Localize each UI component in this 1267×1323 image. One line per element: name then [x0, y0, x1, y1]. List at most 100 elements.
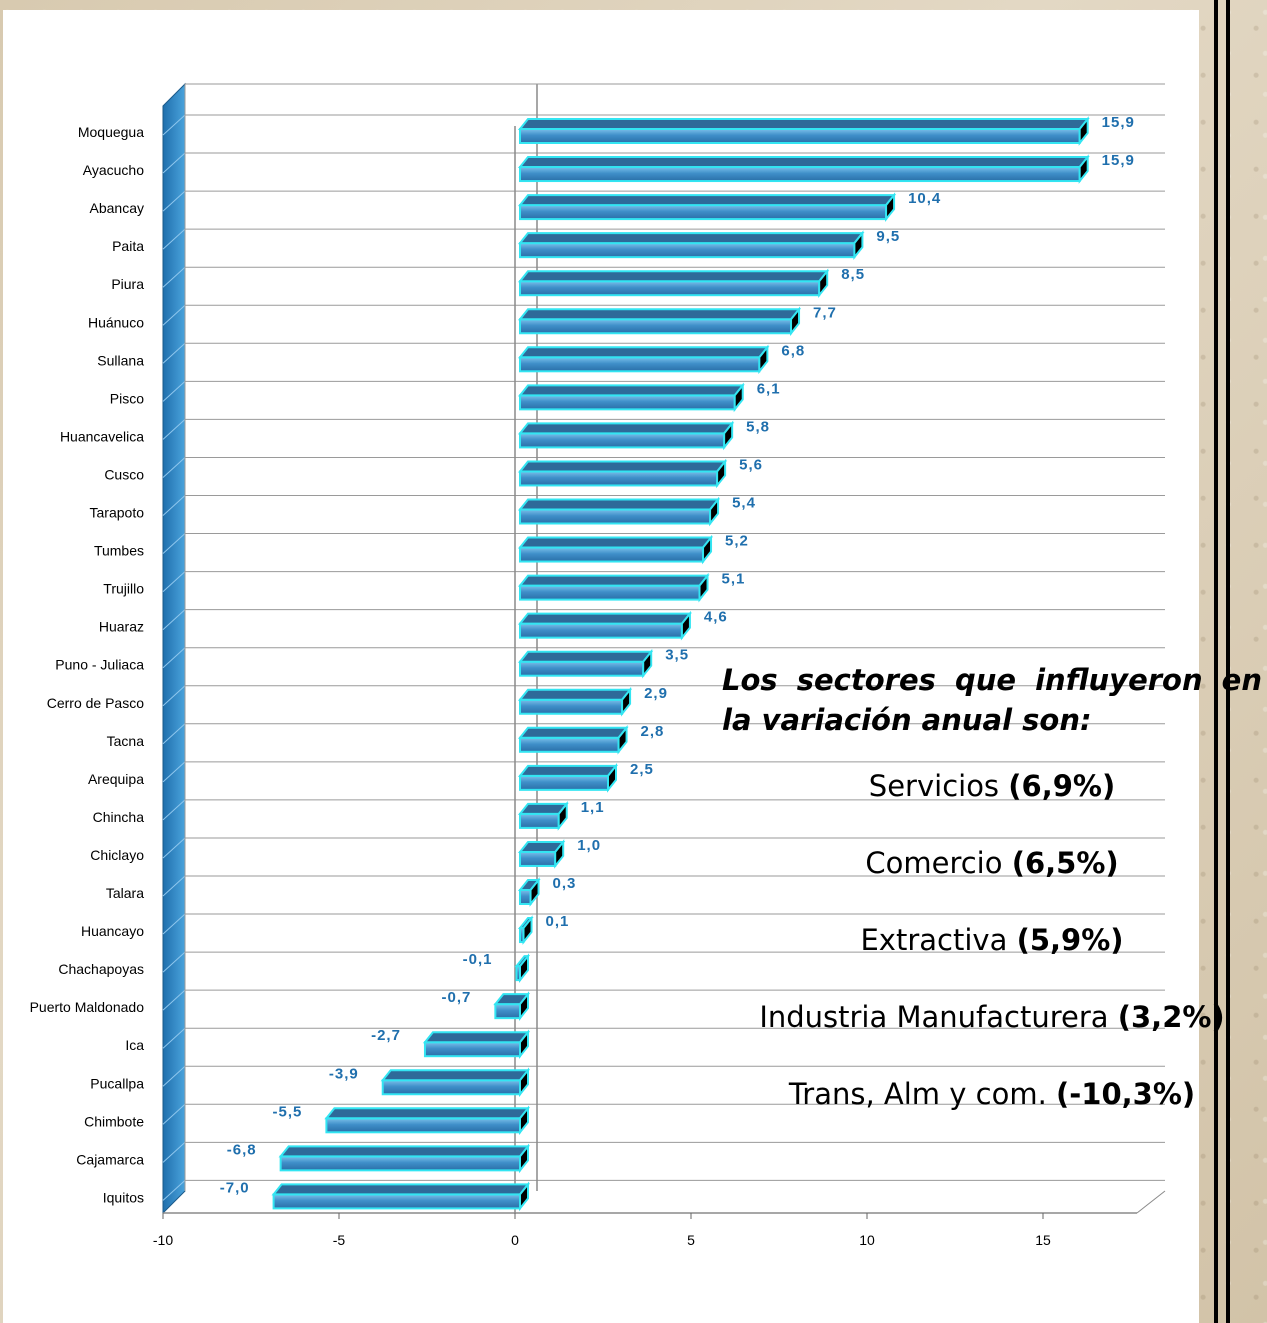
bar — [493, 991, 531, 1022]
wall-gridline — [162, 342, 186, 364]
value-label: 4,6 — [704, 609, 728, 626]
bar-top — [517, 384, 745, 397]
x-tick-label: -10 — [153, 1232, 173, 1248]
value-label: 5,2 — [725, 533, 749, 550]
sectors-panel: Los sectores que influyeron en la variac… — [722, 660, 1262, 1133]
bar-front — [519, 698, 624, 715]
wall-gridline — [162, 837, 186, 859]
x-tick-label: 10 — [859, 1232, 875, 1248]
bar-top — [517, 308, 802, 321]
bar — [380, 1067, 531, 1098]
labels-layer: -10 -5 0 5 10 15 Moquegua 15,9 Ayacucho 15,9 Abanc… — [30, 114, 1135, 1248]
bar-end — [519, 1181, 529, 1212]
bar — [517, 572, 710, 603]
bar-front — [519, 166, 1081, 183]
value-label: 1,1 — [581, 799, 605, 816]
bar-top — [517, 498, 721, 511]
wall-gridline — [162, 1180, 186, 1201]
bar-end — [680, 610, 691, 641]
bar-front — [519, 204, 888, 221]
bar-end — [529, 877, 540, 907]
category-label: Sullana — [97, 352, 144, 368]
bar-top — [517, 460, 728, 473]
x-axis-floor-edge — [1136, 1190, 1166, 1214]
bar-top — [517, 118, 1090, 130]
wall-gridline — [162, 380, 186, 402]
wall-gridline — [162, 1103, 186, 1125]
bar-front — [519, 508, 712, 525]
grid-layer — [162, 82, 1166, 1219]
category-label: Iquitos — [103, 1189, 144, 1205]
bar-end — [519, 1029, 529, 1060]
category-label: Chachapoyas — [58, 961, 144, 977]
value-label: -3,9 — [329, 1065, 359, 1082]
bar — [517, 801, 569, 831]
wall-gridline — [162, 1027, 186, 1049]
value-label: 6,1 — [757, 380, 781, 397]
bar-front — [519, 280, 821, 297]
bar — [517, 534, 714, 565]
value-label: 15,9 — [1102, 152, 1135, 169]
sector-value: (5,9%) — [1016, 923, 1124, 957]
bar-front — [519, 242, 856, 259]
wall-gridline — [162, 1065, 186, 1087]
bar-end — [885, 192, 896, 222]
bar — [517, 268, 830, 299]
bar-top — [517, 650, 654, 663]
category-label: Moquegua — [78, 124, 144, 140]
category-label: Chiclayo — [90, 847, 144, 863]
bar — [517, 420, 735, 451]
value-label: 2,5 — [630, 761, 654, 778]
wall-gridline — [162, 989, 186, 1011]
bar — [517, 877, 541, 907]
value-label: 2,8 — [641, 723, 665, 740]
bar-front — [519, 394, 736, 411]
bar-front — [519, 774, 609, 791]
bar-front — [519, 584, 701, 601]
category-label: Paita — [112, 238, 144, 254]
bar-end — [709, 496, 720, 527]
bar — [517, 762, 619, 793]
bar-end — [723, 420, 734, 451]
wall-gridline — [162, 304, 186, 326]
bar-front — [519, 128, 1081, 144]
wall-gridline — [162, 913, 186, 935]
bar — [517, 839, 566, 869]
value-label: 7,7 — [813, 304, 837, 321]
bar — [517, 154, 1090, 184]
bar-end — [519, 991, 529, 1022]
bar-end — [758, 344, 769, 375]
value-label: 3,5 — [665, 647, 689, 664]
value-label: 6,8 — [781, 342, 805, 359]
wall-gridline — [162, 457, 186, 478]
category-label: Cusco — [104, 466, 144, 482]
bar-front — [519, 660, 645, 677]
value-label: -6,8 — [227, 1141, 257, 1158]
category-label: Tacna — [107, 733, 145, 749]
wall-gridline — [162, 761, 186, 783]
value-label: 0,1 — [546, 913, 570, 930]
sector-item-industria-manufacturera: Industria Manufacturera (3,2%) — [722, 979, 1262, 1056]
bar-front — [279, 1155, 522, 1172]
value-label: 10,4 — [908, 190, 941, 207]
bar — [517, 230, 865, 261]
category-label: Ayacucho — [83, 162, 144, 178]
sector-value: (3,2%) — [1117, 1000, 1225, 1034]
category-label: Pucallpa — [90, 1075, 144, 1091]
value-label: 8,5 — [841, 266, 865, 283]
bar-end — [853, 230, 864, 261]
bar-end — [617, 724, 628, 755]
x-tick-label: 15 — [1035, 1232, 1051, 1248]
category-label: Huaraz — [99, 619, 144, 635]
bar — [517, 496, 721, 527]
sector-name: Industria Manufacturera — [759, 1000, 1118, 1034]
bar — [514, 953, 531, 983]
bar-end — [522, 915, 533, 945]
sector-value: (-10,3%) — [1056, 1077, 1196, 1111]
category-label: Cajamarca — [76, 1151, 144, 1167]
category-label: Tumbes — [94, 543, 144, 559]
bar-top — [517, 536, 714, 549]
value-label: 15,9 — [1102, 114, 1135, 131]
bar-end — [698, 572, 709, 603]
bar-end — [557, 801, 568, 831]
